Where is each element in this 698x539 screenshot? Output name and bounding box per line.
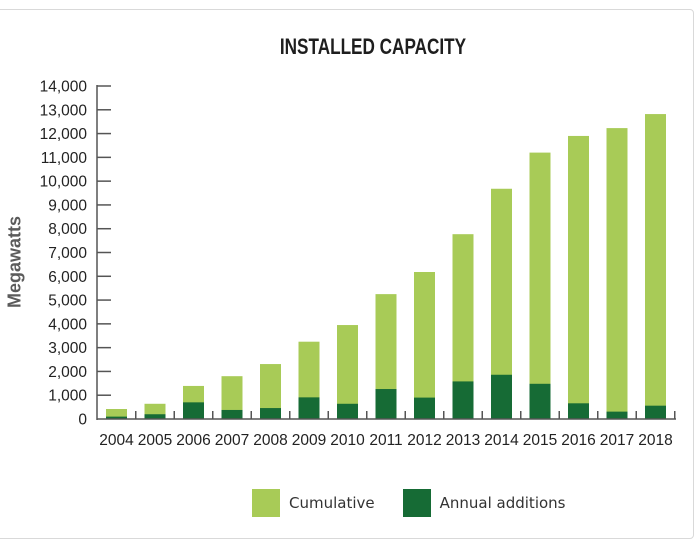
y-tick-label: 0 <box>78 412 87 429</box>
legend-item-annual-additions: Annual additions <box>402 489 566 517</box>
bar-annual-additions-2011 <box>375 389 397 419</box>
y-tick-label: 13,000 <box>40 102 88 119</box>
y-tick-label: 7,000 <box>48 245 87 262</box>
bar-annual-additions-2016 <box>568 403 589 419</box>
y-tick-label: 2,000 <box>48 364 87 381</box>
x-tick-label: 2016 <box>561 432 595 449</box>
legend-item-cumulative: Cumulative <box>252 489 375 517</box>
y-tick-label: 6,000 <box>48 269 87 286</box>
x-tick-label: 2011 <box>369 432 402 449</box>
legend: Cumulative Annual additions <box>252 489 593 517</box>
chart-title: INSTALLED CAPACITY <box>279 34 467 59</box>
legend-swatch-cumulative <box>252 489 280 517</box>
x-ticks-group: 2004 2005 2006 2007 2008 2009 2010 2011 2012 2013… <box>99 411 676 449</box>
x-tick-label: 2013 <box>446 432 480 449</box>
y-tick-label: 14,000 <box>40 79 88 96</box>
y-tick-label: 11,000 <box>41 150 88 167</box>
x-tick-label: 2017 <box>600 432 634 449</box>
bar-cumulative-2017 <box>606 128 628 419</box>
x-tick-label: 2008 <box>253 432 287 449</box>
x-tick-label: 2004 <box>99 432 134 449</box>
legend-label-annual-additions: Annual additions <box>439 494 566 512</box>
bar-annual-additions-2015 <box>529 383 551 419</box>
bar-cumulative-2016 <box>568 135 589 419</box>
y-tick-label: 1,000 <box>48 388 87 405</box>
x-tick-label: 2018 <box>638 432 672 449</box>
bar-annual-additions-2010 <box>337 403 358 419</box>
y-tick-label: 8,000 <box>48 221 87 238</box>
bar-cumulative-2014 <box>491 188 512 419</box>
bar-cumulative-2008 <box>260 364 281 419</box>
x-tick-label: 2007 <box>215 432 249 449</box>
bar-annual-additions-2006 <box>183 402 204 419</box>
legend-swatch-annual-additions <box>402 489 431 517</box>
bar-cumulative-2013 <box>452 234 474 419</box>
y-tick-label: 12,000 <box>40 126 88 143</box>
x-tick-label: 2006 <box>176 432 210 449</box>
bar-cumulative-2015 <box>529 152 551 419</box>
bar-cumulative-2010 <box>337 325 358 419</box>
x-tick-label: 2009 <box>292 432 326 449</box>
bar-cumulative-2012 <box>414 272 435 419</box>
y-tick-label: 3,000 <box>48 340 87 357</box>
x-tick-label: 2012 <box>407 432 441 449</box>
bar-cumulative-2018 <box>645 114 666 420</box>
bar-annual-additions-2017 <box>606 411 628 419</box>
y-tick-label: 10,000 <box>40 174 88 191</box>
y-tick-label: 5,000 <box>48 293 87 310</box>
bar-annual-additions-2005 <box>144 414 166 419</box>
y-tick-label: 9,000 <box>48 197 87 214</box>
bar-annual-additions-2008 <box>260 408 281 419</box>
chart-plot: 0 1,000 2,000 3,000 4,000 5,000 6,000 7,000 8,00… <box>40 79 676 449</box>
bar-annual-additions-2012 <box>414 397 435 419</box>
x-tick-label: 2010 <box>330 432 365 449</box>
legend-label-cumulative: Cumulative <box>289 494 375 512</box>
bar-annual-additions-2018 <box>645 405 666 419</box>
y-tick-label: 4,000 <box>48 316 87 333</box>
bar-annual-additions-2007 <box>221 409 243 419</box>
bar-annual-additions-2004 <box>106 416 127 419</box>
bar-cumulative-2004 <box>106 409 127 419</box>
x-tick-label: 2015 <box>523 432 557 449</box>
y-ticks-group: 0 1,000 2,000 3,000 4,000 5,000 6,000 7,000 8,00… <box>40 79 111 429</box>
bar-cumulative-2007 <box>221 376 243 419</box>
x-tick-label: 2005 <box>138 432 172 449</box>
x-tick-label: 2014 <box>484 432 519 449</box>
bar-annual-additions-2009 <box>298 397 320 419</box>
bar-annual-additions-2013 <box>452 381 474 419</box>
bar-annual-additions-2014 <box>491 374 512 419</box>
bar-cumulative-2011 <box>375 294 397 419</box>
bars-group <box>106 114 666 420</box>
